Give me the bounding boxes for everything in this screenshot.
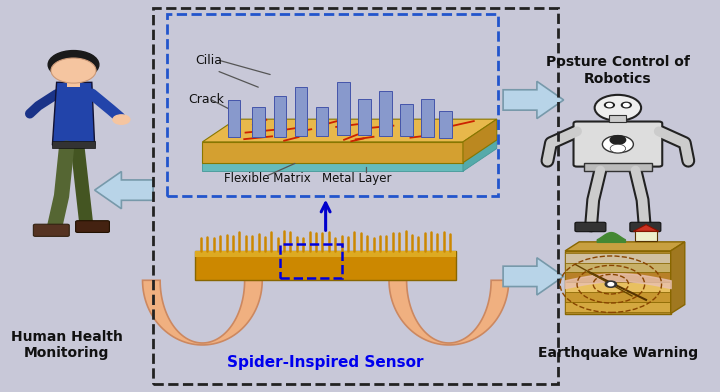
FancyBboxPatch shape [421, 99, 434, 137]
Polygon shape [634, 225, 659, 231]
Bar [167, 14, 498, 196]
Polygon shape [671, 242, 685, 314]
FancyBboxPatch shape [609, 115, 626, 122]
Text: Earthquake Warning: Earthquake Warning [538, 346, 698, 360]
Polygon shape [389, 280, 509, 345]
Circle shape [624, 103, 629, 107]
FancyBboxPatch shape [316, 107, 328, 136]
FancyBboxPatch shape [253, 107, 265, 137]
FancyBboxPatch shape [439, 111, 451, 138]
Text: Spider-Inspired Sensor: Spider-Inspired Sensor [228, 355, 424, 370]
FancyBboxPatch shape [195, 251, 456, 257]
Text: Metal Layer: Metal Layer [322, 172, 392, 185]
Circle shape [610, 144, 626, 153]
Circle shape [51, 58, 96, 83]
Polygon shape [143, 280, 262, 345]
FancyBboxPatch shape [575, 222, 606, 232]
Bar [280, 244, 342, 278]
Circle shape [603, 136, 634, 153]
Circle shape [605, 102, 614, 108]
Circle shape [610, 136, 626, 144]
FancyBboxPatch shape [358, 99, 371, 135]
FancyBboxPatch shape [76, 221, 109, 232]
Polygon shape [565, 242, 685, 251]
FancyBboxPatch shape [400, 104, 413, 136]
FancyBboxPatch shape [565, 272, 671, 282]
Circle shape [113, 115, 130, 124]
FancyBboxPatch shape [53, 141, 94, 148]
FancyBboxPatch shape [630, 222, 661, 232]
Text: Posture Control of
Robotics: Posture Control of Robotics [546, 55, 690, 86]
FancyBboxPatch shape [565, 302, 671, 312]
Circle shape [595, 95, 641, 121]
FancyBboxPatch shape [67, 80, 80, 87]
Circle shape [621, 102, 631, 108]
Polygon shape [53, 82, 94, 145]
Text: Cilia: Cilia [195, 54, 222, 67]
Circle shape [606, 281, 616, 287]
Circle shape [607, 103, 612, 107]
Polygon shape [202, 119, 497, 142]
FancyBboxPatch shape [565, 263, 671, 272]
FancyBboxPatch shape [294, 87, 307, 136]
FancyArrow shape [503, 82, 564, 118]
Text: Flexible Matrix: Flexible Matrix [223, 172, 310, 185]
FancyBboxPatch shape [228, 100, 240, 137]
Polygon shape [202, 140, 497, 163]
Polygon shape [463, 140, 497, 171]
FancyArrow shape [94, 172, 153, 209]
Text: Human Health
Monitoring: Human Health Monitoring [11, 330, 122, 360]
FancyBboxPatch shape [565, 292, 671, 302]
Polygon shape [463, 119, 497, 163]
Polygon shape [202, 163, 463, 171]
Polygon shape [202, 142, 463, 163]
FancyBboxPatch shape [379, 91, 392, 136]
FancyBboxPatch shape [565, 282, 671, 292]
Circle shape [608, 283, 613, 286]
FancyBboxPatch shape [565, 253, 671, 263]
FancyBboxPatch shape [636, 231, 657, 241]
Circle shape [48, 51, 99, 79]
FancyBboxPatch shape [574, 122, 662, 167]
Bar [153, 8, 558, 384]
FancyBboxPatch shape [33, 224, 69, 236]
FancyBboxPatch shape [584, 163, 652, 171]
FancyBboxPatch shape [274, 96, 286, 137]
FancyBboxPatch shape [337, 82, 350, 135]
FancyArrow shape [503, 258, 564, 295]
Polygon shape [565, 251, 671, 314]
Text: Crack: Crack [189, 93, 224, 107]
FancyBboxPatch shape [195, 251, 456, 280]
